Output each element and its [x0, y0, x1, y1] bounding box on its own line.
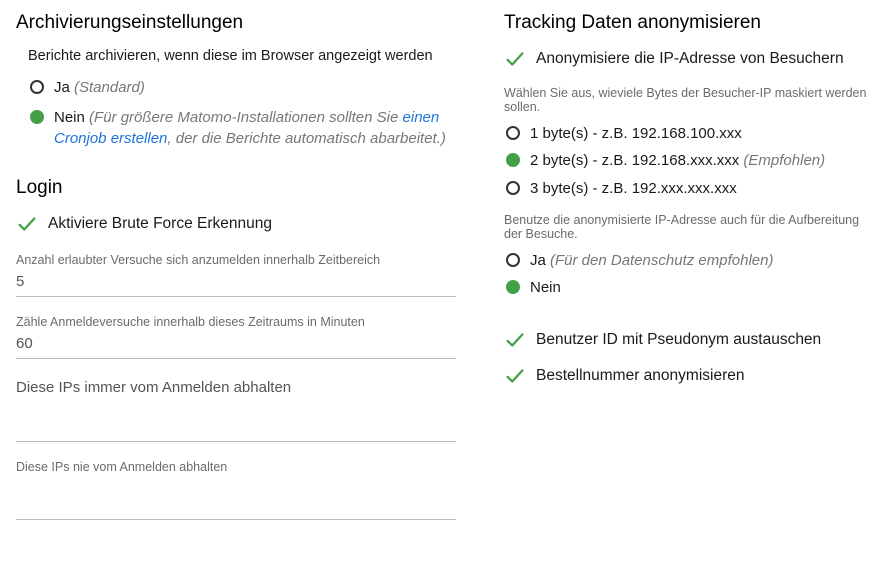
- use-anon-hint: Benutze die anonymisierte IP-Adresse auc…: [504, 213, 872, 241]
- block-ips-label: Diese IPs immer vom Anmelden abhalten: [16, 379, 456, 396]
- bytes-option-2-label: 2 byte(s) - z.B. 192.168.xxx.xxx (Empfoh…: [530, 151, 825, 171]
- use-anon-yes[interactable]: Ja (Für den Datenschutz empfohlen): [506, 251, 872, 271]
- archive-option-yes[interactable]: Ja (Standard): [30, 78, 456, 98]
- allow-ips-label: Diese IPs nie vom Anmelden abhalten: [16, 460, 456, 474]
- minutes-label: Zähle Anmeldeversuche innerhalb dieses Z…: [16, 315, 456, 329]
- bytes-option-3[interactable]: 3 byte(s) - z.B. 192.xxx.xxx.xxx: [506, 179, 872, 199]
- block-ips-input[interactable]: [16, 420, 456, 442]
- use-anon-no[interactable]: Nein: [506, 278, 872, 298]
- attempts-label: Anzahl erlaubter Versuche sich anzumelde…: [16, 253, 456, 267]
- bytes-option-3-label: 3 byte(s) - z.B. 192.xxx.xxx.xxx: [530, 179, 737, 199]
- radio-on-icon: [506, 153, 520, 167]
- radio-off-icon: [506, 181, 520, 195]
- bytes-option-1[interactable]: 1 byte(s) - z.B. 192.168.100.xxx: [506, 124, 872, 144]
- order-anon-label: Bestellnummer anonymisieren: [536, 367, 744, 385]
- radio-on-icon: [30, 110, 44, 124]
- archive-option-yes-label: Ja (Standard): [54, 78, 145, 98]
- radio-off-icon: [506, 253, 520, 267]
- pseudo-label: Benutzer ID mit Pseudonym austauschen: [536, 331, 821, 349]
- allow-ips-input[interactable]: [16, 498, 456, 520]
- archive-heading: Archivierungseinstellungen: [16, 12, 456, 34]
- pseudo-toggle[interactable]: Benutzer ID mit Pseudonym austauschen: [504, 329, 872, 351]
- anon-heading: Tracking Daten anonymisieren: [504, 12, 872, 34]
- bytes-option-1-label: 1 byte(s) - z.B. 192.168.100.xxx: [530, 124, 742, 144]
- archive-option-no-label: Nein (Für größere Matomo-Installationen …: [54, 108, 456, 149]
- archive-radio-group: Ja (Standard) Nein (Für größere Matomo-I…: [30, 78, 456, 149]
- radio-off-icon: [30, 80, 44, 94]
- bruteforce-toggle[interactable]: Aktiviere Brute Force Erkennung: [16, 213, 456, 235]
- bytes-hint: Wählen Sie aus, wieviele Bytes der Besuc…: [504, 86, 872, 114]
- use-anon-yes-label: Ja (Für den Datenschutz empfohlen): [530, 251, 773, 271]
- anonip-toggle[interactable]: Anonymisiere die IP-Adresse von Besucher…: [504, 48, 872, 70]
- radio-on-icon: [506, 280, 520, 294]
- use-anon-no-label: Nein: [530, 278, 561, 298]
- bruteforce-label: Aktiviere Brute Force Erkennung: [48, 215, 272, 233]
- minutes-input[interactable]: 60: [16, 333, 456, 359]
- check-icon: [16, 213, 38, 235]
- bytes-option-2[interactable]: 2 byte(s) - z.B. 192.168.xxx.xxx (Empfoh…: [506, 151, 872, 171]
- attempts-input[interactable]: 5: [16, 271, 456, 297]
- radio-off-icon: [506, 126, 520, 140]
- login-heading: Login: [16, 177, 456, 199]
- check-icon: [504, 48, 526, 70]
- anonip-label: Anonymisiere die IP-Adresse von Besucher…: [536, 50, 844, 68]
- check-icon: [504, 365, 526, 387]
- archive-desc: Berichte archivieren, wenn diese im Brow…: [28, 48, 456, 64]
- archive-option-no[interactable]: Nein (Für größere Matomo-Installationen …: [30, 108, 456, 149]
- order-anon-toggle[interactable]: Bestellnummer anonymisieren: [504, 365, 872, 387]
- check-icon: [504, 329, 526, 351]
